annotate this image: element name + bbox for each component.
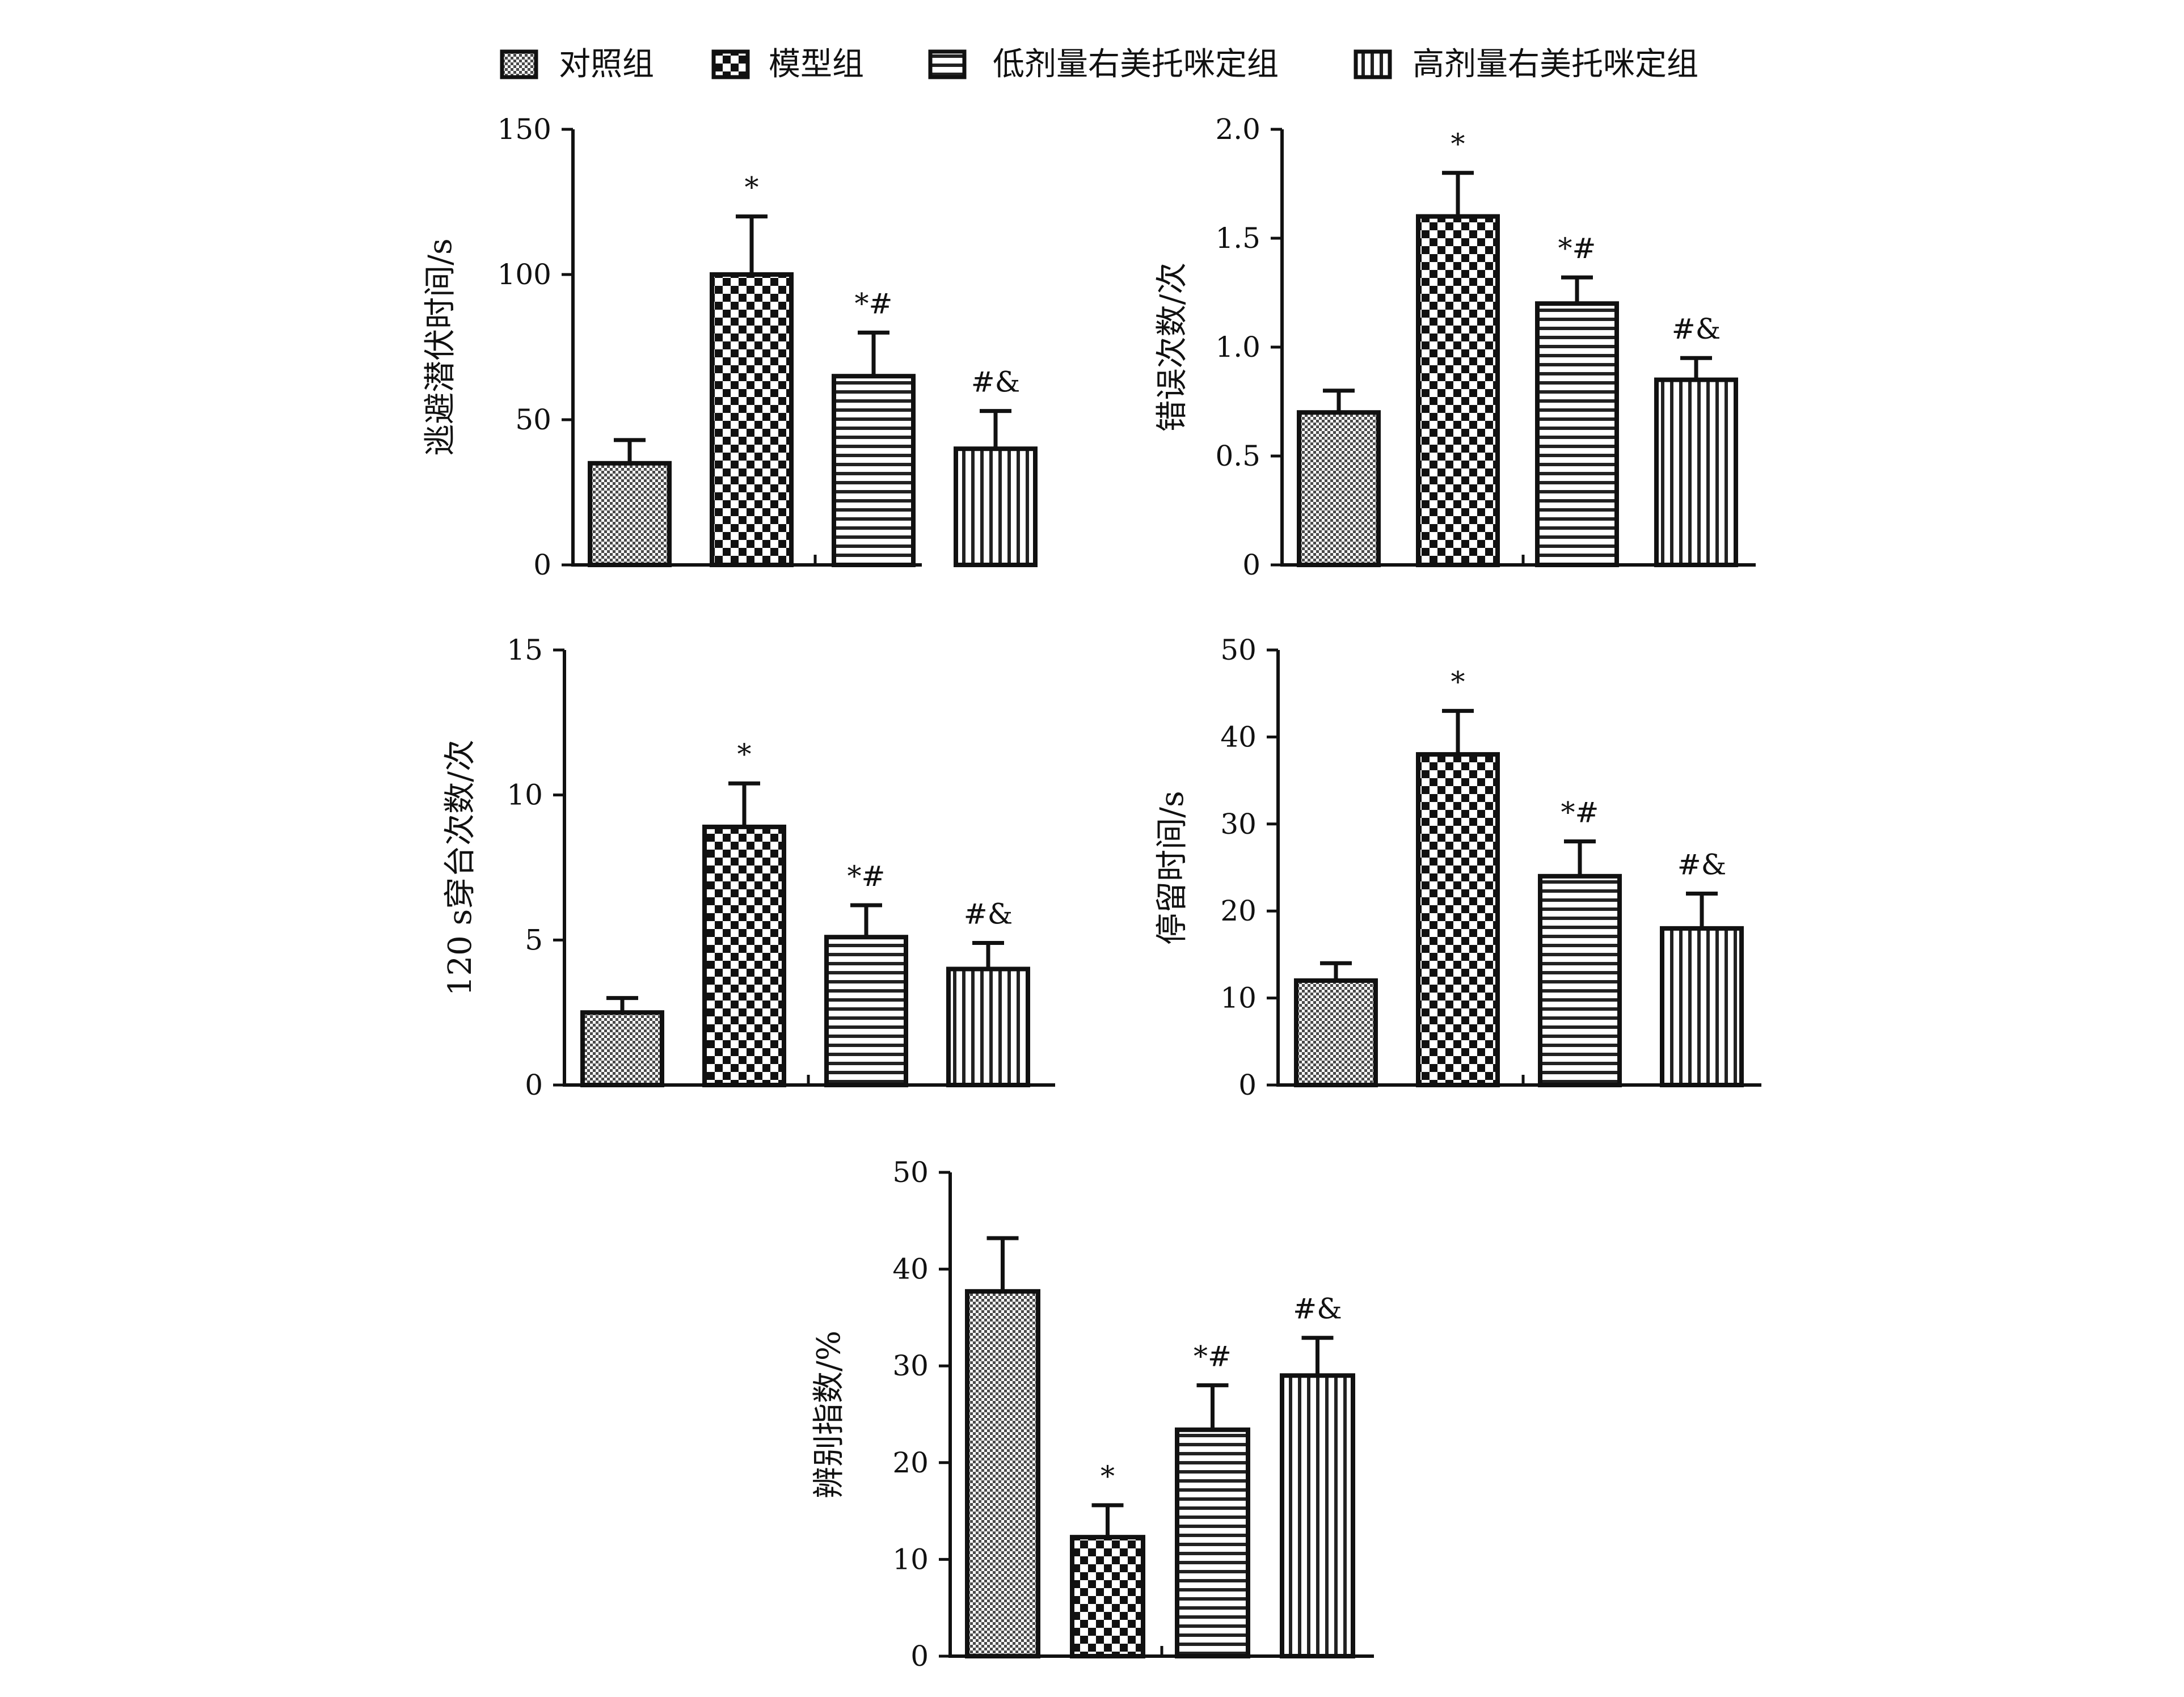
- y-axis-label: 逃避潜伏时间/s: [422, 238, 459, 456]
- y-axis-label: 停留时间/s: [1154, 791, 1191, 945]
- bar: [588, 461, 672, 567]
- significance-label: *: [1101, 1460, 1115, 1493]
- legend-label: 高剂量右美托咪定组: [1413, 46, 1698, 83]
- y-tick-label: 0.5: [1215, 440, 1260, 472]
- legend-swatch: [711, 49, 750, 79]
- y-tick-label: 0: [1242, 548, 1260, 581]
- significance-label: *#: [1194, 1340, 1232, 1373]
- y-tick-label: 50: [892, 1156, 929, 1189]
- y-tick-label: 0: [910, 1640, 929, 1673]
- significance-label: *: [1451, 665, 1465, 698]
- bar: [954, 446, 1038, 568]
- bar: [965, 1289, 1040, 1658]
- y-tick-label: 10: [1220, 982, 1257, 1015]
- charts: 050100150逃避潜伏时间/s**##&00.51.01.52.0错误次数/…: [422, 113, 1761, 1673]
- legend-label: 对照组: [559, 46, 654, 83]
- chart-panel: 0 0.5 1.0 1.5 2.0 错误次数/次 * *# #&: [1154, 113, 1756, 581]
- legend-item: 高剂量右美托咪定组: [1354, 46, 1698, 83]
- y-tick-label: 20: [1220, 894, 1257, 927]
- significance-label: #&: [964, 897, 1013, 930]
- y-tick-label: 0: [1238, 1069, 1257, 1101]
- significance-label: *#: [855, 287, 893, 320]
- y-tick-label: 50: [1220, 634, 1257, 666]
- y-tick-label: 150: [497, 113, 551, 146]
- bar: [1654, 377, 1738, 567]
- y-tick-label: 0: [525, 1069, 543, 1101]
- chart-panel: 0 10 20 30 40 50 停留时间/s * *# #&: [1154, 634, 1761, 1101]
- significance-label: #&: [1672, 313, 1721, 345]
- significance-label: *#: [1558, 232, 1596, 265]
- bar: [1660, 926, 1744, 1087]
- legend-swatch: [1354, 49, 1392, 79]
- y-tick-label: 15: [507, 634, 543, 666]
- bar: [1175, 1427, 1250, 1658]
- y-tick-label: 5: [525, 923, 543, 956]
- significance-label: #&: [1677, 848, 1726, 881]
- bar: [1280, 1373, 1355, 1658]
- bar: [710, 272, 794, 567]
- bar: [1535, 301, 1619, 567]
- y-tick-label: 10: [892, 1543, 929, 1576]
- bar: [824, 935, 908, 1087]
- y-tick-label: 1.5: [1215, 222, 1260, 255]
- y-tick-label: 40: [1220, 720, 1257, 753]
- significance-label: #&: [971, 366, 1020, 399]
- legend-item: 模型组: [711, 46, 864, 83]
- y-tick-label: 0: [533, 548, 551, 581]
- y-tick-label: 2.0: [1215, 113, 1260, 146]
- y-tick-label: 20: [892, 1446, 929, 1479]
- legend-swatch: [928, 49, 967, 79]
- significance-label: *: [745, 171, 759, 204]
- bar: [832, 374, 916, 567]
- y-tick-label: 30: [892, 1349, 929, 1382]
- y-axis-label: 错误次数/次: [1154, 263, 1191, 432]
- y-axis-label: 120 s穿台次数/次: [442, 740, 479, 996]
- chart-panel: 0 10 20 30 40 50 辨别指数/% * *# #&: [811, 1156, 1374, 1673]
- significance-label: *#: [1561, 796, 1599, 829]
- legend-item: 对照组: [500, 46, 654, 83]
- y-tick-label: 10: [507, 779, 543, 812]
- y-tick-label: 50: [515, 403, 551, 436]
- y-axis-label: 辨别指数/%: [811, 1331, 848, 1498]
- legend-item: 低剂量右美托咪定组: [928, 46, 1279, 83]
- chart-panel: 0 5 10 15 120 s穿台次数/次 * *# #&: [442, 634, 1055, 1101]
- y-tick-label: 40: [892, 1253, 929, 1286]
- bar: [1070, 1535, 1145, 1659]
- bar: [702, 824, 786, 1087]
- legend-swatch: [500, 49, 538, 79]
- significance-label: *: [737, 738, 752, 771]
- y-tick-label: 100: [497, 258, 551, 291]
- bar: [1538, 873, 1622, 1087]
- bar: [946, 966, 1030, 1088]
- bar: [580, 1010, 664, 1087]
- legend-label: 低剂量右美托咪定组: [993, 46, 1279, 83]
- bar: [1416, 752, 1500, 1087]
- y-tick-label: 1.0: [1215, 331, 1260, 364]
- bar: [1294, 978, 1378, 1088]
- significance-label: *: [1451, 128, 1465, 161]
- legend-label: 模型组: [769, 46, 864, 83]
- significance-label: *#: [848, 860, 886, 893]
- legend: 对照组 模型组 低剂量右美托咪定组 高剂量右美托咪定组: [500, 46, 1698, 83]
- bar: [1416, 214, 1500, 568]
- significance-label: #&: [1293, 1293, 1342, 1325]
- bar: [1297, 410, 1381, 567]
- y-tick-label: 30: [1220, 808, 1257, 841]
- chart-panel: 0 50 100 150 逃避潜伏时间/s * *# #&: [422, 113, 1038, 581]
